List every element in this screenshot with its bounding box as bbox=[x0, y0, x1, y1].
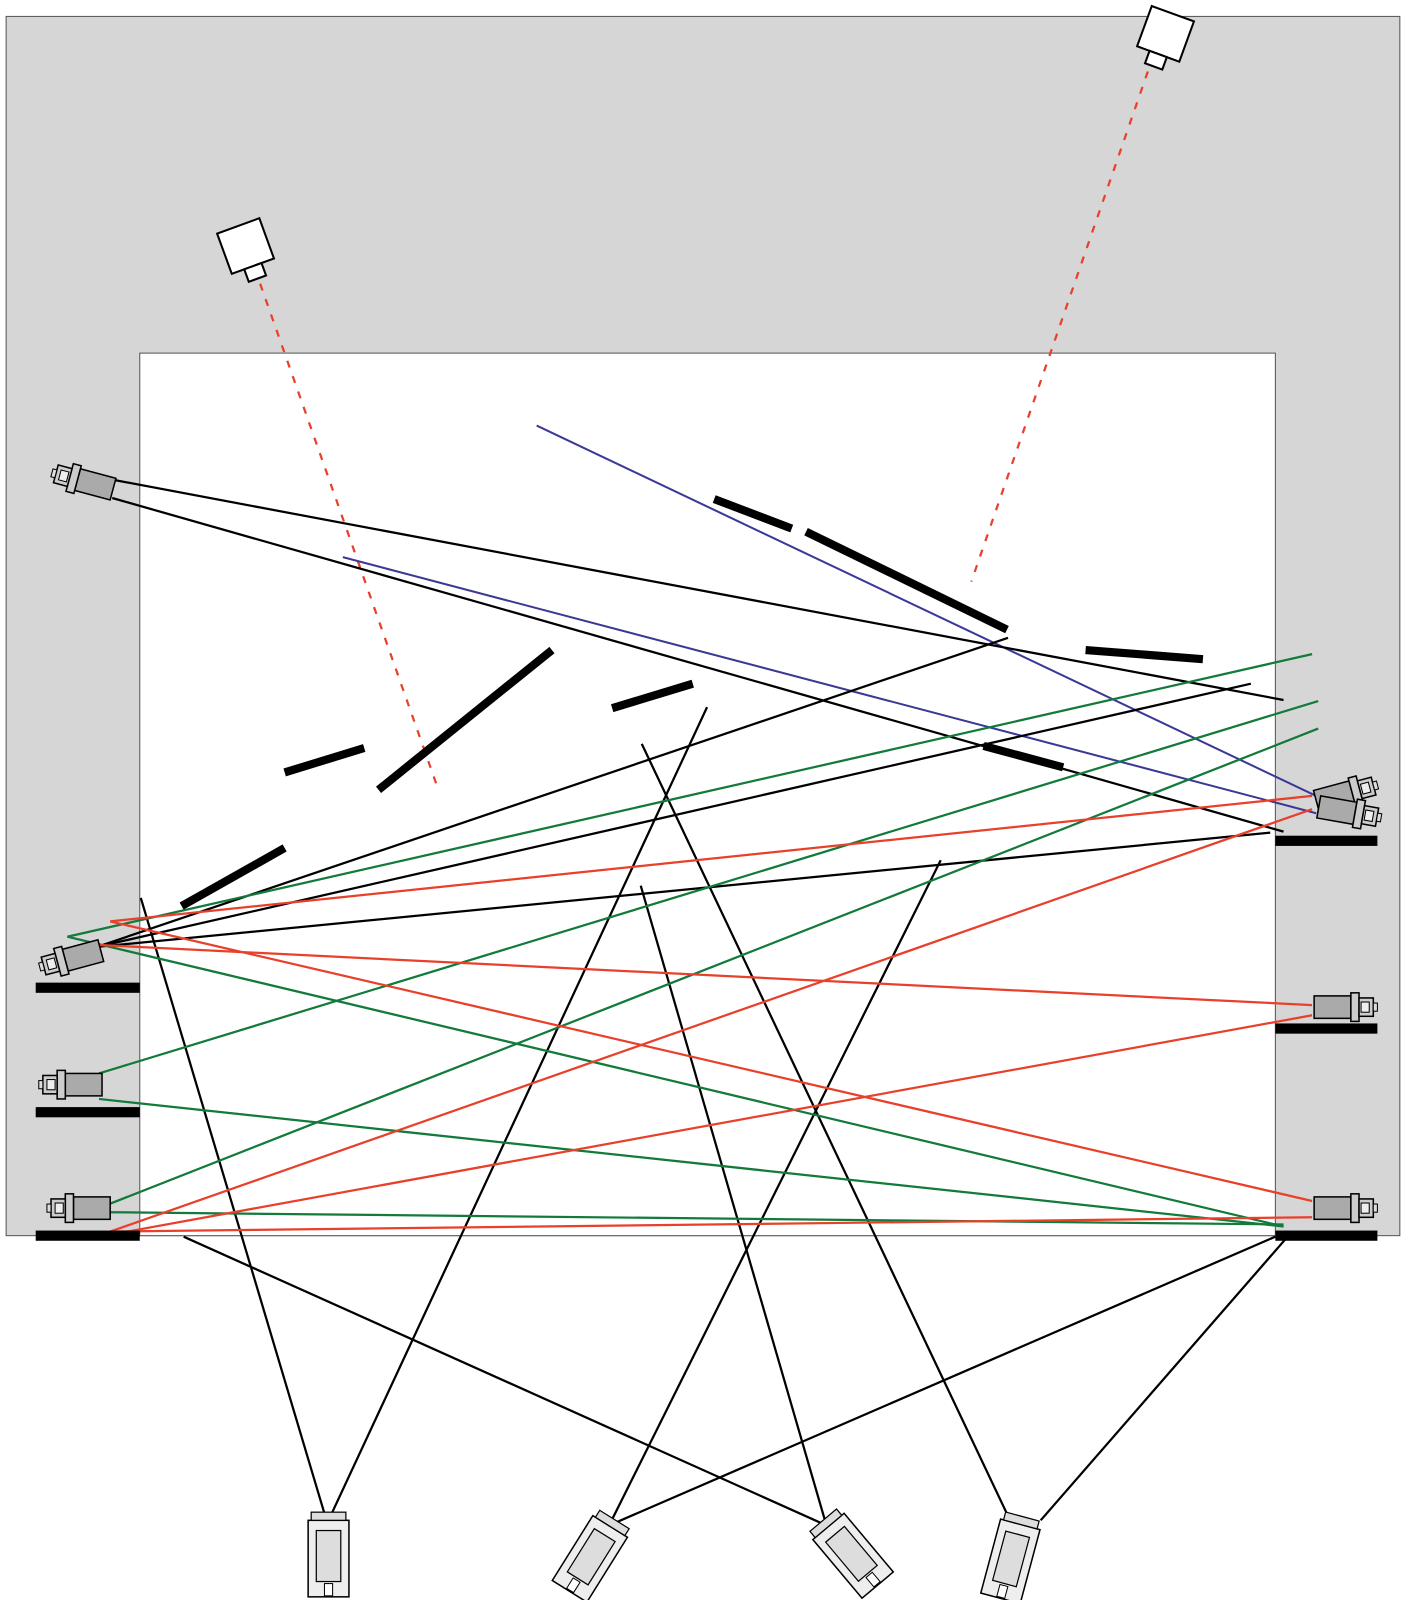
ray bbox=[110, 794, 1313, 923]
ray bbox=[608, 859, 942, 1526]
red-rays bbox=[96, 794, 1313, 1233]
obstacle bbox=[375, 646, 555, 793]
ray bbox=[109, 808, 1313, 1233]
ray bbox=[327, 706, 709, 1521]
inner-area bbox=[139, 352, 1276, 1237]
obstacle bbox=[1085, 645, 1204, 664]
ray bbox=[96, 943, 1313, 1007]
ray bbox=[110, 1216, 1313, 1233]
mount-bar bbox=[35, 1230, 140, 1241]
mount-bar bbox=[1275, 1023, 1378, 1034]
mount-bar bbox=[35, 1107, 140, 1118]
green-rays bbox=[67, 653, 1319, 1228]
obstacles bbox=[179, 495, 1204, 910]
ray bbox=[608, 1235, 1276, 1527]
ray bbox=[1039, 1235, 1289, 1522]
ray bbox=[183, 1235, 827, 1527]
ray bbox=[111, 496, 1284, 833]
obstacle bbox=[610, 679, 694, 713]
ray bbox=[98, 699, 1319, 1075]
ray bbox=[112, 478, 1284, 702]
ray bbox=[127, 1014, 1313, 1233]
mount-bar bbox=[1275, 1230, 1378, 1241]
ray bbox=[109, 1211, 1284, 1226]
ray bbox=[109, 920, 1313, 1203]
overhead-camera bbox=[1135, 4, 1196, 71]
ray bbox=[139, 897, 328, 1521]
overhead-cameras bbox=[215, 4, 1196, 284]
ray bbox=[639, 885, 828, 1526]
obstacle bbox=[804, 527, 1009, 634]
blue-rays bbox=[342, 424, 1317, 815]
projector bbox=[806, 1506, 895, 1599]
obstacle bbox=[712, 495, 794, 533]
projector bbox=[980, 1510, 1043, 1600]
ray bbox=[640, 743, 1012, 1521]
obstacle bbox=[982, 741, 1065, 772]
ray bbox=[342, 556, 1317, 815]
obstacle bbox=[283, 744, 366, 777]
ray bbox=[98, 1097, 1284, 1228]
projectors bbox=[307, 1506, 1043, 1600]
projector bbox=[551, 1507, 633, 1600]
ray bbox=[96, 831, 1271, 949]
ray bbox=[67, 935, 1284, 1228]
ray bbox=[108, 727, 1319, 1206]
mount-bars bbox=[35, 835, 1378, 1241]
mount-bar bbox=[1275, 835, 1378, 846]
overhead-camera bbox=[215, 216, 276, 284]
projector bbox=[307, 1511, 350, 1598]
ray bbox=[67, 653, 1313, 938]
mount-bar bbox=[35, 982, 140, 993]
obstacle bbox=[179, 844, 287, 910]
ray bbox=[536, 424, 1317, 797]
